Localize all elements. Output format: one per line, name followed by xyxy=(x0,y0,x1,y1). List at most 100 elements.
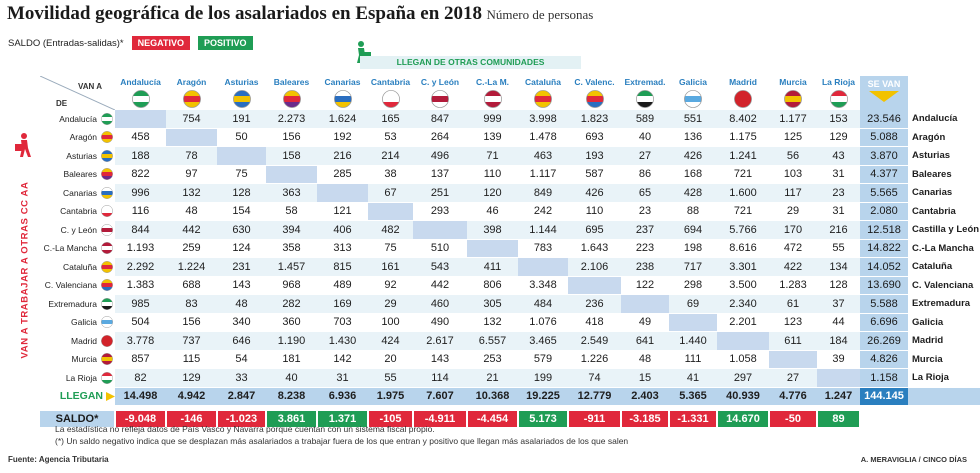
table-row: La Rioja 82 129 33 40 31 55 114 21 199 74 15 41 297 27… xyxy=(40,368,980,388)
row-label: Asturias xyxy=(40,146,99,166)
row-label: Canarias xyxy=(40,183,99,203)
table-cell: 223 xyxy=(621,239,669,258)
table-cell: 92 xyxy=(368,276,413,295)
table-cell: 33 xyxy=(217,368,266,388)
se-van-cell: 2.080 xyxy=(860,202,908,221)
table-cell: 158 xyxy=(266,146,317,166)
row-label-right: Galicia xyxy=(908,313,980,332)
source: Fuente: Agencia Tributaria xyxy=(8,455,109,464)
table-cell: 75 xyxy=(217,165,266,184)
table-cell: 55 xyxy=(817,239,860,258)
table-cell: 1.058 xyxy=(717,350,769,369)
column-name: Baleares xyxy=(273,77,310,87)
column-header: Andalucía xyxy=(115,76,166,110)
row-flag xyxy=(99,110,115,129)
saldo-cell: 1.371 xyxy=(316,411,368,427)
column-header-label: Extremad. xyxy=(621,76,669,108)
llegan-cell: 4.942 xyxy=(166,387,217,405)
column-header: Aragón xyxy=(166,76,217,110)
table-cell: 282 xyxy=(266,294,317,314)
row-flag xyxy=(99,202,115,221)
table-cell-diagonal xyxy=(166,128,217,147)
table-cell: 1.383 xyxy=(115,276,166,295)
llegan-cell: 12.779 xyxy=(568,387,621,405)
saldo-cell: -4.911 xyxy=(412,411,467,427)
table-cell: 123 xyxy=(769,313,817,332)
row-flag xyxy=(99,239,115,258)
table-cell: 142 xyxy=(317,350,368,369)
table-cell: 137 xyxy=(413,165,467,184)
table-row: Madrid 3.778 737 646 1.190 1.430 424 2.617 6.557… xyxy=(40,331,980,351)
table-cell: 717 xyxy=(669,257,717,277)
table-cell: 398 xyxy=(467,220,518,240)
column-name: Galicia xyxy=(679,77,707,87)
llegan-cell: 40.939 xyxy=(717,387,769,405)
table-row: Baleares 822 97 75 285 38 137 110 1.117 587 86 168 7… xyxy=(40,165,980,184)
table-cell: 849 xyxy=(518,183,568,203)
table-cell: 56 xyxy=(769,146,817,166)
row-flag xyxy=(99,313,115,332)
table-cell: 418 xyxy=(568,313,621,332)
table-cell: 630 xyxy=(217,220,266,240)
table-cell: 484 xyxy=(518,294,568,314)
se-van-cell: 12.518 xyxy=(860,220,908,240)
column-flag-icon xyxy=(381,90,400,108)
table-cell: 298 xyxy=(669,276,717,295)
saldo-empty-2 xyxy=(907,411,980,427)
de-label: DE xyxy=(56,99,68,108)
row-label-right: Cataluña xyxy=(908,257,980,277)
saldo-cell: -911 xyxy=(567,411,621,427)
column-name: C. y León xyxy=(420,77,460,87)
table-cell: 193 xyxy=(568,146,621,166)
table-cell: 264 xyxy=(413,128,467,147)
table-cell: 2.201 xyxy=(717,313,769,332)
column-name: Madrid xyxy=(729,77,757,87)
table-cell: 214 xyxy=(368,146,413,166)
table-cell: 191 xyxy=(217,110,266,129)
saldo-cell: -1.023 xyxy=(216,411,266,427)
table-cell-diagonal xyxy=(115,110,166,129)
se-van-cell: 5.588 xyxy=(860,294,908,314)
row-flag xyxy=(99,331,115,351)
table-cell: 2.617 xyxy=(413,331,467,351)
table-cell: 115 xyxy=(166,350,217,369)
arrow-right-icon xyxy=(106,391,115,401)
llegan-cell: 1.975 xyxy=(368,387,413,405)
column-flag-icon xyxy=(829,90,848,108)
saldo-cell: -3.185 xyxy=(620,411,669,427)
column-flag-icon xyxy=(534,90,552,108)
row-flag xyxy=(99,368,115,388)
table-cell: 815 xyxy=(317,257,368,277)
table-cell: 293 xyxy=(413,202,467,221)
table-cell: 37 xyxy=(817,294,860,314)
column-name: Murcia xyxy=(779,77,807,87)
arrow-down-icon xyxy=(869,91,899,102)
column-header-label: Cataluña xyxy=(518,76,568,108)
table-cell-diagonal xyxy=(669,313,717,332)
table-cell: 15 xyxy=(621,368,669,388)
column-header-label: Asturias xyxy=(217,76,266,108)
row-flag xyxy=(99,220,115,240)
column-header-label: Canarias xyxy=(317,76,368,108)
row-flag-icon xyxy=(101,186,113,199)
table-cell: 754 xyxy=(166,110,217,129)
se-van-cell: 13.690 xyxy=(860,276,908,295)
table-cell: 27 xyxy=(769,368,817,388)
table-cell: 2.273 xyxy=(266,110,317,129)
table-cell: 237 xyxy=(621,220,669,240)
llegan-banner: LLEGAN DE OTRAS COMUNIDADES xyxy=(360,56,581,69)
table-cell: 737 xyxy=(166,331,217,351)
column-header-label: Baleares xyxy=(266,76,317,108)
llegan-cell: 1.247 xyxy=(817,387,860,405)
saldo-row: SALDO* -9.048 -146 -1.023 3.861 1.371 -105 -4.9… xyxy=(40,411,980,427)
se-van-cell: 3.870 xyxy=(860,146,908,166)
se-van-cell: 14.052 xyxy=(860,257,908,277)
table-cell: 551 xyxy=(669,110,717,129)
table-cell: 1.440 xyxy=(669,331,717,351)
table-cell: 43 xyxy=(817,146,860,166)
table-row: Andalucía 754 191 2.273 1.624 165 847 999 3.998 1… xyxy=(40,110,980,129)
saldo-cell: -1.331 xyxy=(668,411,717,427)
llegan-cell: 2.847 xyxy=(217,387,266,405)
table-cell: 168 xyxy=(669,165,717,184)
se-van-cell: 6.696 xyxy=(860,313,908,332)
